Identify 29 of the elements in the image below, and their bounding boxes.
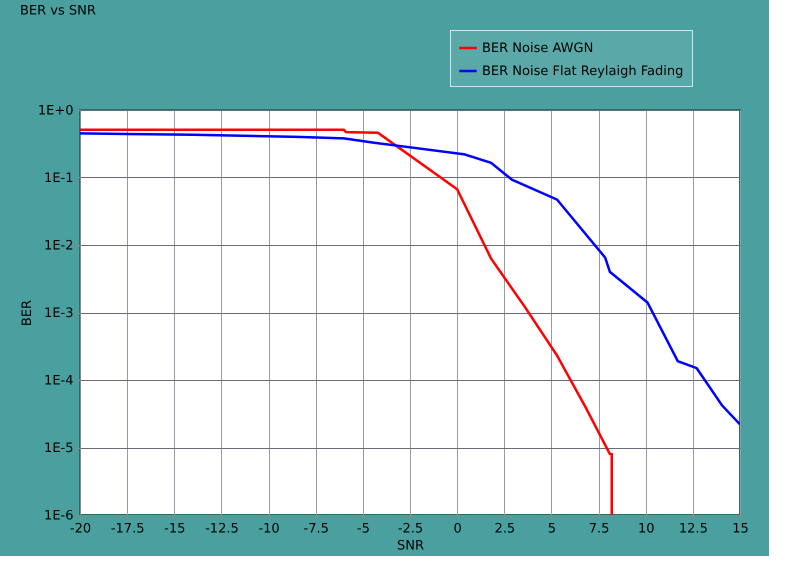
x-tick-label: 10 [638,522,654,536]
x-tick-label: 5 [548,522,556,536]
x-tick-label: 0 [454,522,462,536]
y-tick-label: 1E-3 [44,306,74,321]
y-tick-label: 1E-6 [44,508,74,524]
y-axis-title: BER [20,300,35,326]
legend-label: BER Noise AWGN [482,41,594,56]
y-tick-label: 1E-2 [44,238,74,254]
x-axis-title: SNR [396,538,424,554]
line-series [80,128,614,515]
x-tick-label: -5 [356,522,370,536]
y-tick-label: 1E-5 [44,441,74,456]
x-tick-label: 7.5 [588,522,610,536]
x-tick-label: -12.5 [205,522,239,536]
legend-label: BER Noise Flat Reylaigh Fading [482,64,684,79]
y-tick-label: 1E+0 [38,104,74,118]
x-tick-label: -20 [70,522,92,536]
x-tick-label: 2.5 [494,522,516,536]
x-tick-label: -15 [164,522,186,536]
x-tick-label: 15 [732,522,749,536]
x-tick-label: -2.5 [398,522,424,536]
line-series [80,132,740,426]
x-tick-label: -17.5 [110,522,144,536]
chart-title: BER vs SNR [20,4,96,18]
x-tick-label: -7.5 [304,522,329,536]
x-tick-label: -10 [258,522,280,536]
y-tick-label: 1E-1 [44,171,74,186]
x-tick-label: 12.5 [678,522,708,536]
y-tick-label: 1E-4 [44,374,74,388]
